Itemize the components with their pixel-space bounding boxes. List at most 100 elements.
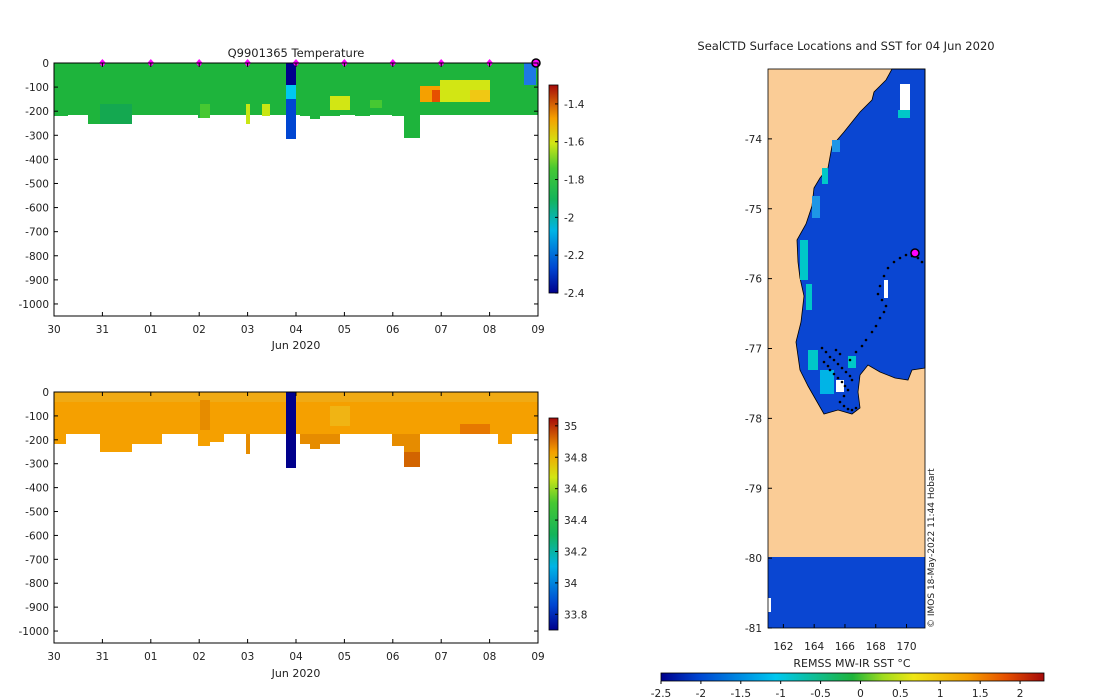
profile-fill	[246, 434, 250, 454]
profile-fill	[470, 90, 490, 102]
map-sea-south	[768, 557, 925, 628]
y-tick-label: -400	[25, 483, 49, 495]
profile-fill	[200, 400, 210, 430]
track-point	[846, 388, 850, 392]
colorbar-tick-label: 34.4	[564, 515, 588, 527]
profile-fill	[100, 104, 132, 124]
profile-fill	[370, 100, 382, 108]
lat-tick-label: -81	[745, 623, 762, 635]
track-point	[842, 404, 846, 408]
lon-tick-label: 168	[866, 641, 886, 653]
x-tick-label: 08	[483, 651, 496, 663]
colorbar-tick-label: 34.6	[564, 484, 588, 496]
track-point	[876, 292, 880, 296]
track-point	[848, 358, 852, 362]
track-point	[870, 330, 874, 334]
temperature-x-axis: 30 31 01 02 03 04 05 06 07 08 09	[47, 63, 545, 336]
colorbar-tick-label: -1.4	[564, 99, 585, 111]
sst-colorbar-tick-label: -2	[696, 688, 706, 700]
sst-colorbar-tick-label: -2.5	[651, 688, 672, 700]
profile-fill	[392, 434, 404, 446]
track-point	[826, 364, 830, 368]
y-tick-label: -800	[25, 251, 49, 263]
profile-fill	[310, 104, 320, 119]
salinity-colorbar	[548, 417, 559, 631]
track-point	[884, 304, 888, 308]
y-tick-label: -200	[25, 106, 49, 118]
y-tick-label: -1000	[18, 626, 49, 638]
y-tick-label: -100	[25, 82, 49, 94]
x-tick-label: 05	[338, 651, 351, 663]
lon-tick-label: 164	[804, 641, 824, 653]
profile-fill	[210, 104, 240, 112]
profile-fill	[498, 104, 512, 114]
colorbar-tick-label: 34.8	[564, 452, 587, 464]
x-tick-label: 02	[193, 324, 206, 336]
coastal-cell	[822, 168, 828, 184]
track-point	[842, 394, 846, 398]
x-tick-label: 08	[483, 324, 496, 336]
track-point	[838, 352, 842, 356]
track-point	[834, 348, 838, 352]
track-point	[880, 298, 884, 302]
track-point	[878, 316, 882, 320]
track-point	[838, 400, 842, 404]
y-tick-label: -600	[25, 530, 49, 542]
temperature-title: Q9901365 Temperature	[228, 46, 365, 60]
lat-tick-label: -75	[745, 204, 762, 216]
profile-fill	[246, 104, 250, 124]
x-tick-label: 05	[338, 324, 351, 336]
track-point	[824, 350, 828, 354]
profile-fill	[210, 434, 224, 442]
map-panel: SealCTD Surface Locations and SST for 04…	[651, 39, 1045, 700]
colorbar-tick-label: -2	[564, 212, 574, 224]
x-tick-label: 02	[193, 651, 206, 663]
profile-fill	[310, 434, 320, 449]
temperature-colorbar	[548, 84, 559, 294]
x-tick-label: 09	[531, 324, 544, 336]
temperature-panel: Q9901365 Temperature	[18, 46, 584, 352]
track-point	[822, 360, 826, 364]
profile-fill	[286, 85, 296, 99]
track-point	[904, 253, 908, 257]
sst-colorbar-tick-label: 1.5	[972, 688, 989, 700]
lat-tick-label: -77	[745, 344, 762, 356]
colorbar-tick-label: -1.6	[564, 137, 585, 149]
profile-fill	[392, 104, 404, 116]
x-tick-label: 03	[241, 324, 254, 336]
temperature-colorbar-ticks: -1.4 -1.6 -1.8 -2 -2.2 -2.4	[555, 99, 585, 300]
x-tick-label: 06	[386, 324, 400, 336]
sst-colorbar-tick-label: -1	[775, 688, 785, 700]
lon-tick-label: 162	[773, 641, 793, 653]
profile-fill	[286, 392, 296, 468]
coastal-cell	[806, 284, 812, 310]
lon-tick-label: 166	[835, 641, 855, 653]
profile-fill	[100, 434, 132, 452]
track-point	[892, 260, 896, 264]
y-tick-label: -100	[25, 411, 49, 423]
coastal-cell	[848, 356, 856, 368]
seal-track-points	[820, 253, 924, 412]
profile-fill	[330, 406, 350, 426]
y-tick-label: -600	[25, 203, 49, 215]
temperature-xlabel: Jun 2020	[271, 339, 321, 352]
coastal-cell	[836, 380, 844, 392]
track-point	[898, 256, 902, 260]
sst-colorbar-tick-label: 0	[857, 688, 864, 700]
profile-fill	[355, 104, 370, 116]
latest-position-marker[interactable]	[910, 248, 920, 258]
salinity-panel: 0 -100 -200 -300 -400 -500 -600 -700 -800 -900 -10…	[18, 387, 587, 680]
profile-fill	[132, 104, 162, 114]
x-tick-label: 30	[47, 651, 60, 663]
profile-fill	[54, 434, 66, 444]
colorbar-tick-label: 35	[564, 421, 577, 433]
map-title: SealCTD Surface Locations and SST for 04…	[697, 39, 994, 53]
profile-fill	[162, 104, 177, 108]
coastal-cell	[812, 196, 820, 218]
profile-fill	[198, 434, 210, 446]
map-gap	[768, 598, 771, 612]
profile-fill	[404, 452, 420, 467]
y-tick-label: -700	[25, 227, 49, 239]
x-tick-label: 04	[289, 324, 303, 336]
track-point	[832, 358, 836, 362]
